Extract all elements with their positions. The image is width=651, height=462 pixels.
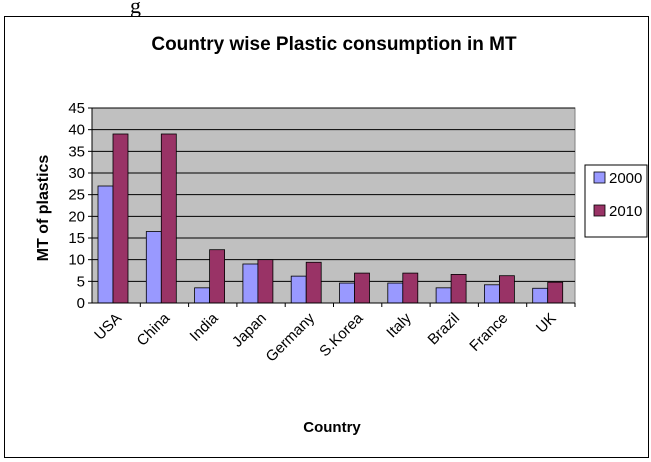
- bar-2010-japan: [257, 259, 274, 304]
- bar-2010-usa: [112, 133, 129, 304]
- y-tick-label: 5: [77, 273, 85, 290]
- legend-swatch-2010: [593, 204, 606, 217]
- x-tick-label: China: [134, 309, 174, 349]
- y-tick-label: 15: [68, 230, 85, 247]
- bar-2000-japan: [242, 263, 259, 304]
- bar-2000-s-korea: [339, 282, 355, 304]
- bar-2000-italy: [387, 282, 404, 304]
- bar-2010-brazil: [450, 273, 467, 304]
- x-tick-label: Italy: [383, 309, 415, 341]
- bar-2010-uk: [547, 281, 564, 304]
- x-tick-label: India: [187, 309, 222, 344]
- y-tick-label: 45: [68, 100, 85, 117]
- y-tick-label: 35: [68, 143, 85, 160]
- x-tick-label: Brazil: [425, 310, 464, 349]
- bar-2000-germany: [290, 275, 307, 304]
- legend-label-2000: 2000: [609, 170, 642, 187]
- top-caption: g: [130, 0, 141, 18]
- y-axis-label: MT of plastics: [35, 155, 52, 262]
- bar-2010-china: [160, 133, 177, 304]
- bar-2010-france: [498, 275, 515, 304]
- bar-2000-usa: [97, 185, 114, 304]
- x-tick-label: Japan: [229, 310, 270, 351]
- y-tick-label: 40: [68, 122, 85, 139]
- bar-2000-france: [483, 284, 500, 304]
- bar-2010-italy: [402, 272, 419, 304]
- x-tick-label: France: [466, 310, 511, 355]
- y-tick-label: 0: [77, 295, 85, 312]
- x-tick-label: S.Korea: [316, 309, 367, 360]
- y-tick-label: 30: [68, 165, 85, 182]
- y-tick-label: 10: [68, 252, 85, 269]
- legend-label-2010: 2010: [609, 203, 642, 220]
- x-tick-label: USA: [91, 310, 125, 344]
- bar-2010-germany: [305, 261, 322, 304]
- y-tick-label: 25: [68, 187, 85, 204]
- x-tick-label: UK: [533, 310, 560, 337]
- bar-2000-uk: [532, 287, 549, 304]
- y-tick-label: 20: [68, 208, 85, 225]
- bar-2000-brazil: [435, 287, 452, 304]
- bar-2010-s-korea: [354, 272, 370, 304]
- bar-2010-india: [209, 249, 226, 304]
- x-tick-label: Germany: [263, 309, 319, 365]
- bar-2000-india: [194, 287, 211, 304]
- legend-swatch-2000: [593, 171, 606, 184]
- bar-2000-china: [145, 231, 162, 304]
- chart-title: Country wise Plastic consumption in MT: [151, 34, 517, 55]
- x-axis-label: Country: [303, 419, 361, 436]
